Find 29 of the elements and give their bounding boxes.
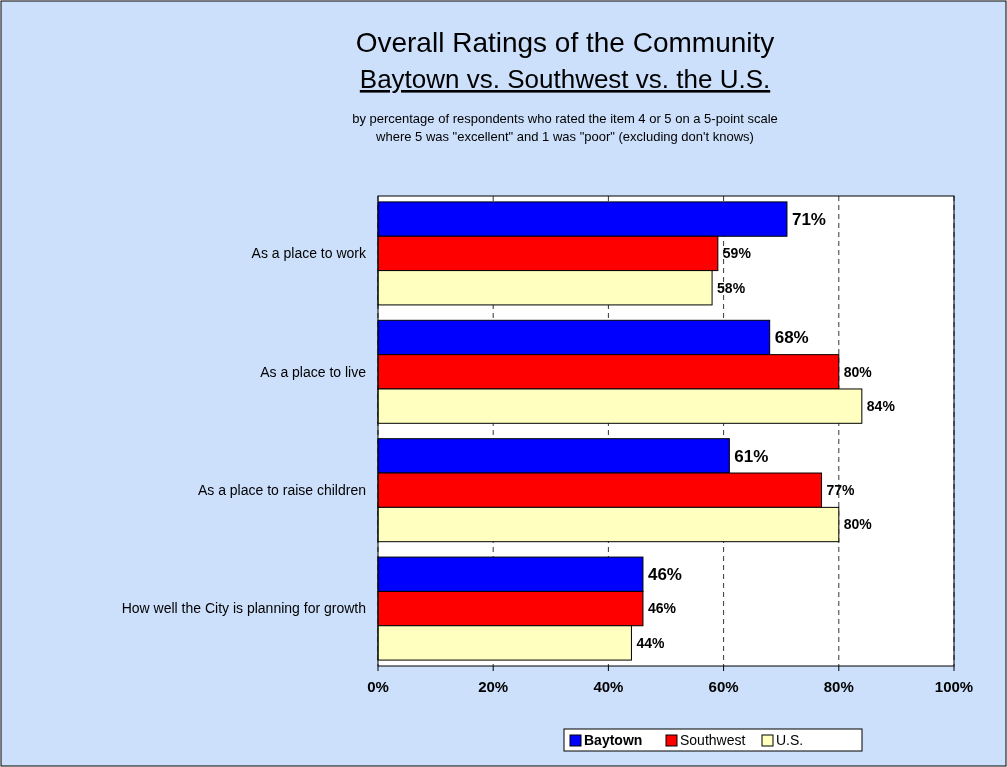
chart-title: Overall Ratings of the Community bbox=[355, 27, 775, 58]
y-tick-label: As a place to live bbox=[260, 363, 367, 380]
data-label: 68% bbox=[774, 328, 809, 348]
x-tick-label: 80% bbox=[823, 678, 854, 695]
x-tick-label: 0% bbox=[367, 678, 389, 695]
text: by percentage of respondents who rated the item 4 or 5 on a 5-point scale bbox=[352, 111, 778, 126]
data-label: 44% bbox=[636, 634, 666, 651]
y-tick-label: As a place to raise children bbox=[197, 482, 366, 499]
data-label: 71% bbox=[791, 210, 826, 230]
x-tick-label: 60% bbox=[708, 678, 739, 695]
x-tick-label: 40% bbox=[593, 678, 624, 695]
data-label: 80% bbox=[843, 363, 873, 380]
data-label: 61% bbox=[734, 446, 769, 466]
data-label: 80% bbox=[843, 516, 873, 533]
x-tick-label: 100% bbox=[934, 678, 974, 695]
x-tick-label: 20% bbox=[478, 678, 509, 695]
chart-subtitle: Baytown vs. Southwest vs. the U.S. bbox=[359, 64, 771, 94]
data-label: 77% bbox=[826, 482, 856, 499]
data-label: 59% bbox=[722, 245, 752, 262]
legend-label: U.S. bbox=[776, 732, 804, 748]
data-label: 84% bbox=[866, 398, 896, 415]
text: where 5 was "excellent" and 1 was "poor" (excluding don't knows) bbox=[375, 129, 754, 144]
legend-label: Southwest bbox=[680, 732, 746, 748]
y-tick-label: How well the City is planning for growth bbox=[121, 600, 366, 617]
y-tick-label: As a place to work bbox=[251, 245, 367, 262]
data-label: 46% bbox=[647, 565, 682, 585]
data-label: 58% bbox=[717, 279, 746, 296]
legend-label: Baytown bbox=[584, 732, 643, 748]
data-label: 46% bbox=[647, 600, 677, 617]
